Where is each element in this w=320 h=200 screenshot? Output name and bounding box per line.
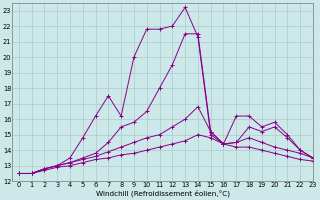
X-axis label: Windchill (Refroidissement éolien,°C): Windchill (Refroidissement éolien,°C) [96, 190, 230, 197]
